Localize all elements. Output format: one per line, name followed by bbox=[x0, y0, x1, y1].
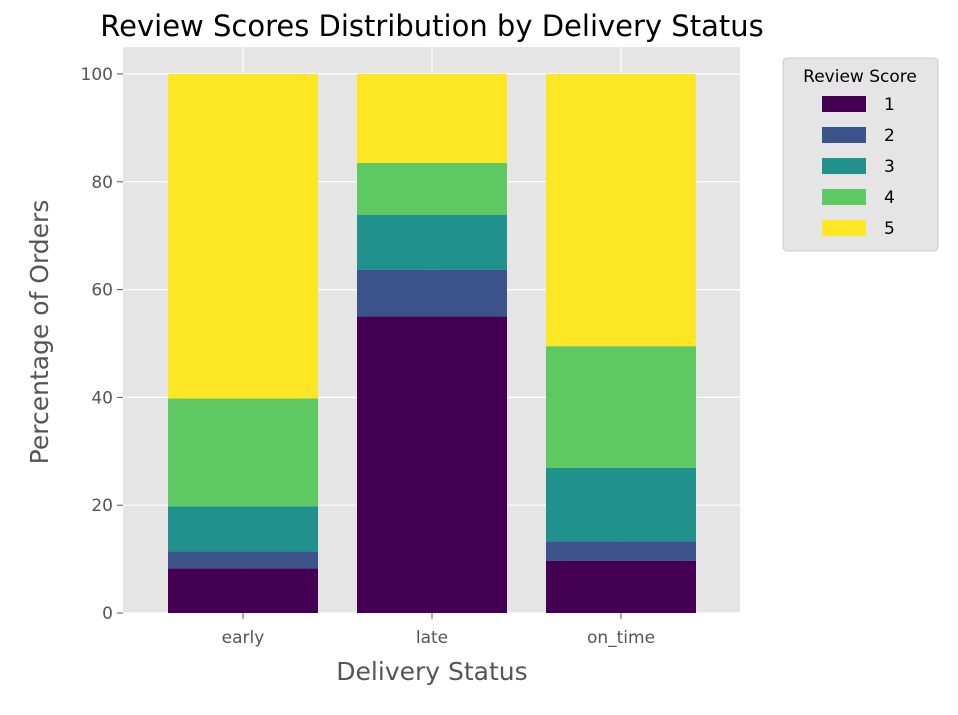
bar-late-score-2 bbox=[357, 269, 507, 317]
legend-swatch-4 bbox=[822, 189, 866, 205]
legend-title: Review Score bbox=[803, 67, 917, 87]
legend-label-1: 1 bbox=[884, 95, 895, 115]
y-tick-label-2: 40 bbox=[91, 388, 113, 408]
legend: Review Score 1 2 3 4 5 bbox=[782, 57, 939, 252]
y-tick-label-1: 20 bbox=[91, 496, 113, 516]
legend-label-2: 2 bbox=[884, 126, 895, 146]
bar-early-score-3 bbox=[168, 506, 318, 552]
y-axis-label: Percentage of Orders bbox=[25, 200, 54, 465]
y-tick-label-4: 80 bbox=[91, 173, 113, 193]
bar-early-score-1 bbox=[168, 568, 318, 613]
legend-swatch-5 bbox=[822, 220, 866, 236]
y-tick-label-3: 60 bbox=[91, 281, 113, 301]
bar-late-score-4 bbox=[357, 162, 507, 215]
x-tick-label-2: on_time bbox=[587, 628, 655, 648]
y-axis-ticks: 0 20 40 60 80 100 bbox=[81, 65, 123, 624]
legend-box bbox=[782, 57, 939, 252]
legend-items: 1 2 3 4 5 bbox=[822, 95, 895, 239]
y-tick-label-0: 0 bbox=[102, 604, 113, 624]
x-tick-label-0: early bbox=[222, 628, 265, 648]
y-tick-label-5: 100 bbox=[81, 65, 113, 85]
legend-label-3: 3 bbox=[884, 157, 895, 177]
legend-label-4: 4 bbox=[884, 188, 895, 208]
bar-on_time-score-3 bbox=[546, 468, 696, 542]
bar-late-score-5 bbox=[357, 74, 507, 163]
bar-early-score-5 bbox=[168, 74, 318, 399]
bar-on_time-score-5 bbox=[546, 74, 696, 347]
legend-swatch-1 bbox=[822, 96, 866, 112]
bar-early-score-2 bbox=[168, 551, 318, 569]
bar-on_time-score-4 bbox=[546, 346, 696, 469]
bar-on_time-score-2 bbox=[546, 541, 696, 561]
legend-label-5: 5 bbox=[884, 219, 895, 239]
bar-late-score-3 bbox=[357, 214, 507, 270]
x-tick-label-1: late bbox=[416, 628, 448, 648]
x-axis-label: Delivery Status bbox=[336, 657, 527, 686]
chart-title: Review Scores Distribution by Delivery S… bbox=[100, 9, 763, 43]
legend-swatch-3 bbox=[822, 158, 866, 174]
bar-early-score-4 bbox=[168, 398, 318, 507]
x-axis-ticks: early late on_time bbox=[222, 613, 655, 648]
bars bbox=[168, 74, 696, 613]
bar-late-score-1 bbox=[357, 316, 507, 613]
legend-swatch-2 bbox=[822, 127, 866, 143]
bar-on_time-score-1 bbox=[546, 560, 696, 613]
